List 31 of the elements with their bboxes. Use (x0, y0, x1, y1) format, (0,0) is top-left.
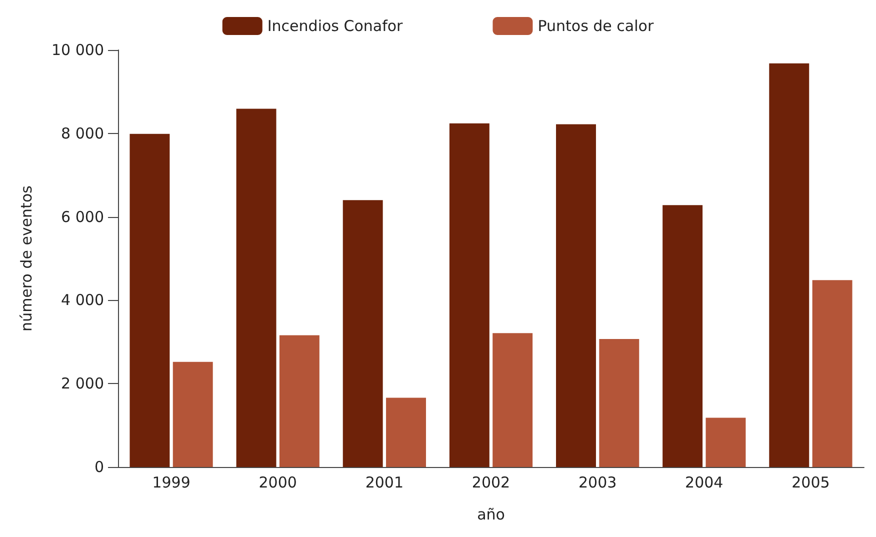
bar (662, 205, 703, 467)
x-axis-title: año (477, 506, 505, 524)
y-tick-label: 2 000 (61, 374, 104, 393)
legend-label: Incendios Conafor (267, 17, 404, 35)
bar (449, 123, 490, 467)
bar (172, 362, 213, 467)
bar (599, 338, 640, 467)
bar (492, 333, 533, 467)
y-tick-label: 10 000 (52, 41, 104, 59)
x-tick-label: 1999 (152, 474, 190, 492)
y-tick-label: 0 (94, 458, 104, 476)
x-tick-label: 2004 (685, 474, 724, 492)
bar (386, 398, 426, 467)
bar (556, 124, 596, 467)
bar (279, 335, 320, 467)
bar (236, 108, 276, 467)
y-axis-title: número de eventos (18, 185, 36, 332)
bar (812, 280, 852, 467)
bar (342, 200, 383, 467)
bar (130, 134, 170, 467)
x-tick-label: 2000 (258, 474, 297, 492)
y-tick-label: 4 000 (61, 291, 104, 310)
legend-label: Puntos de calor (538, 17, 654, 35)
x-tick-label: 2005 (792, 474, 830, 492)
bar (706, 418, 746, 467)
bar (769, 63, 810, 467)
y-tick-label: 6 000 (61, 208, 104, 226)
y-tick-label: 8 000 (61, 124, 104, 142)
x-tick-label: 2002 (472, 474, 510, 492)
x-tick-label: 2001 (365, 474, 404, 492)
x-tick-label: 2003 (578, 474, 617, 492)
